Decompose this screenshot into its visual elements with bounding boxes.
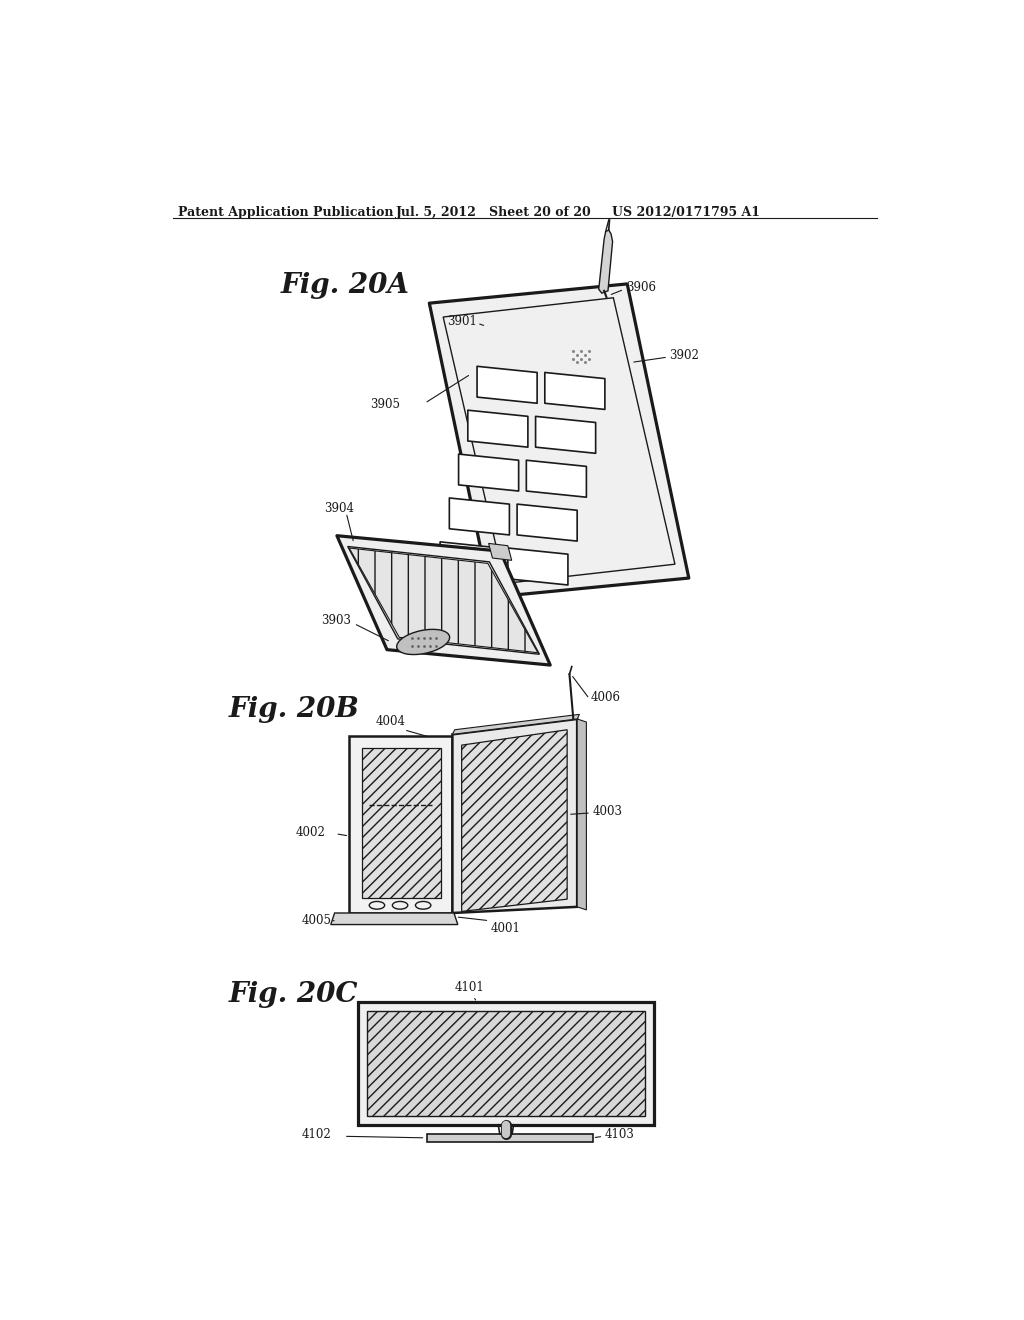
- Ellipse shape: [396, 630, 450, 655]
- Text: 4003: 4003: [593, 805, 623, 818]
- Text: 4102: 4102: [301, 1129, 331, 1142]
- Text: 3901: 3901: [446, 315, 476, 329]
- Text: 3903: 3903: [322, 614, 351, 627]
- Polygon shape: [526, 461, 587, 498]
- Text: 4101: 4101: [455, 981, 484, 994]
- Text: Fig. 20B: Fig. 20B: [228, 696, 359, 723]
- Polygon shape: [459, 454, 518, 491]
- Text: 3904: 3904: [325, 502, 354, 515]
- Text: 4002: 4002: [296, 825, 326, 838]
- Polygon shape: [361, 748, 441, 898]
- Polygon shape: [517, 504, 578, 541]
- Text: 3906: 3906: [626, 281, 655, 294]
- Polygon shape: [331, 913, 458, 924]
- Polygon shape: [488, 544, 512, 561]
- Polygon shape: [508, 548, 568, 585]
- Text: 3902: 3902: [670, 348, 699, 362]
- Polygon shape: [462, 730, 567, 911]
- Polygon shape: [477, 367, 538, 404]
- Text: Jul. 5, 2012   Sheet 20 of 20: Jul. 5, 2012 Sheet 20 of 20: [396, 206, 592, 219]
- Polygon shape: [599, 230, 612, 293]
- Text: Fig. 20A: Fig. 20A: [281, 272, 410, 300]
- Polygon shape: [545, 372, 605, 409]
- Text: 4001: 4001: [490, 923, 521, 936]
- Text: US 2012/0171795 A1: US 2012/0171795 A1: [611, 206, 760, 219]
- Polygon shape: [450, 498, 509, 535]
- Text: 4103: 4103: [605, 1129, 635, 1142]
- Polygon shape: [578, 719, 587, 909]
- Polygon shape: [337, 536, 550, 665]
- FancyBboxPatch shape: [427, 1134, 593, 1143]
- Text: Patent Application Publication: Patent Application Publication: [178, 206, 394, 219]
- Polygon shape: [349, 548, 538, 653]
- Polygon shape: [453, 719, 578, 913]
- Polygon shape: [440, 543, 500, 579]
- Polygon shape: [429, 284, 689, 598]
- Text: 4006: 4006: [591, 690, 621, 704]
- Polygon shape: [349, 737, 453, 913]
- Polygon shape: [468, 411, 528, 447]
- Text: 3905: 3905: [370, 399, 400, 412]
- Text: Fig. 20C: Fig. 20C: [228, 981, 357, 1007]
- FancyBboxPatch shape: [367, 1011, 645, 1115]
- Polygon shape: [453, 714, 580, 734]
- Polygon shape: [536, 416, 596, 453]
- FancyBboxPatch shape: [357, 1002, 654, 1125]
- Text: 4005: 4005: [301, 915, 332, 927]
- Text: 4004: 4004: [376, 715, 406, 729]
